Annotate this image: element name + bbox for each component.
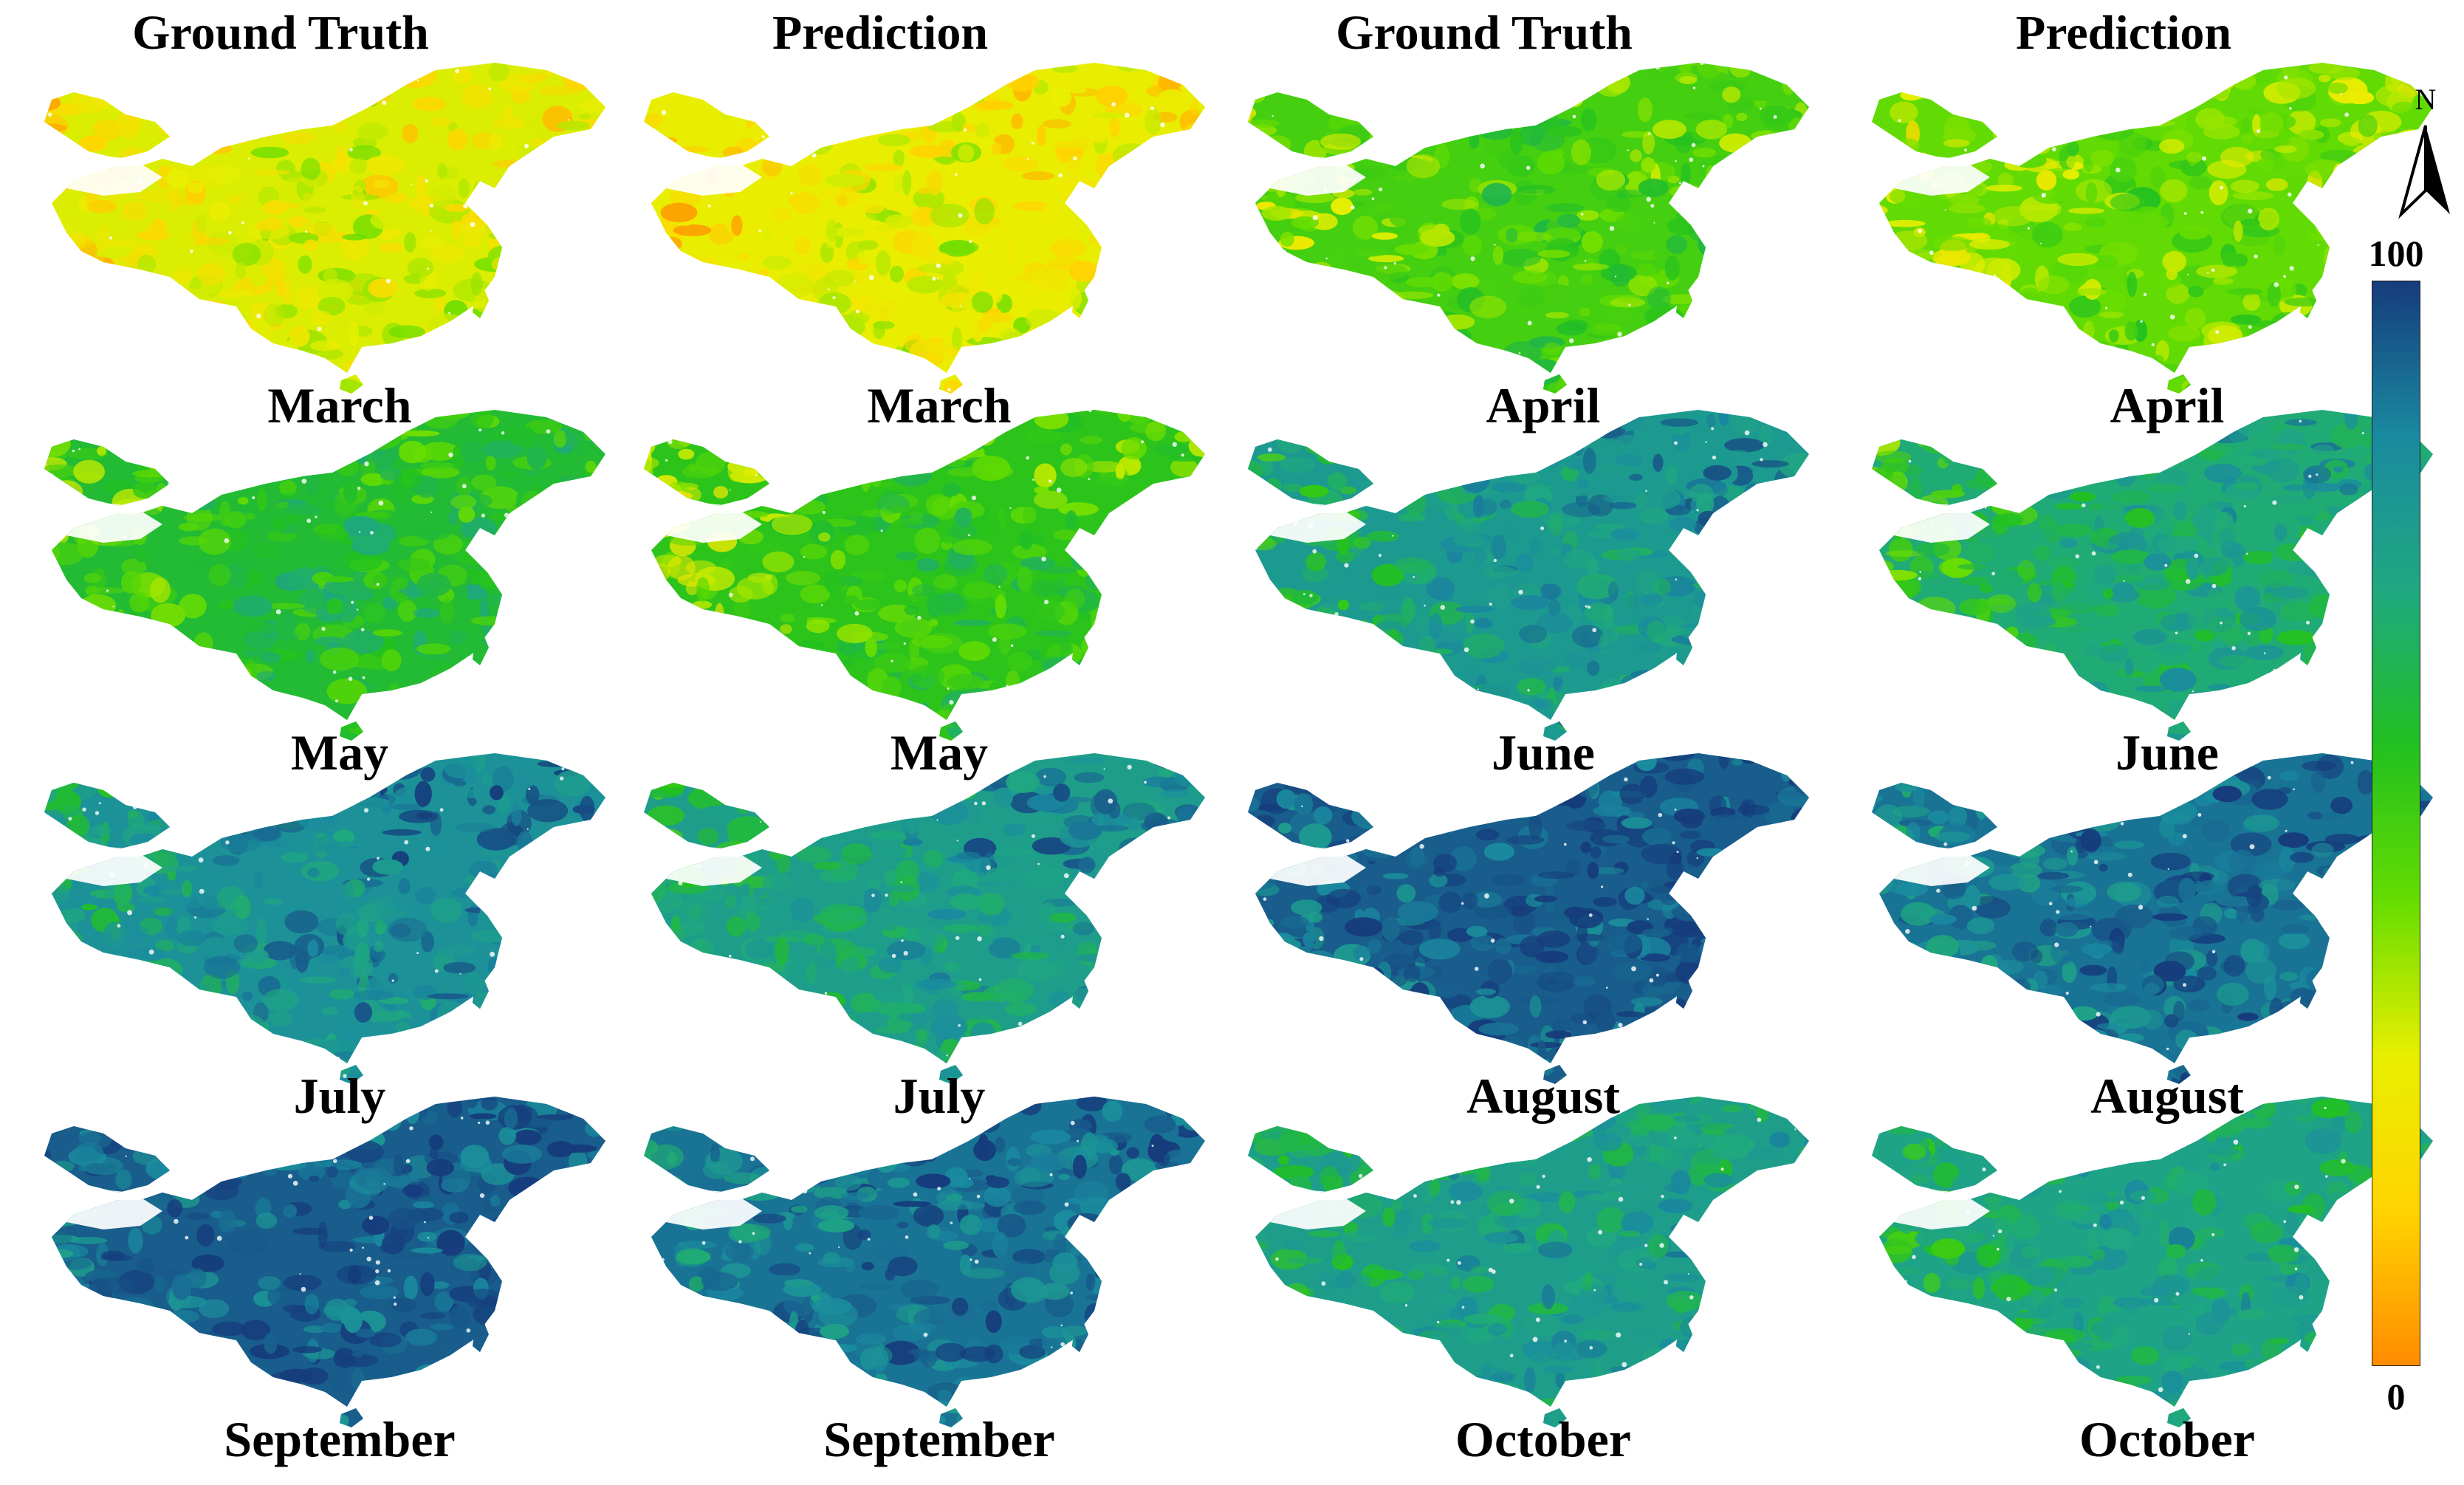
north-arrow-icon: N [2392, 80, 2459, 227]
map-fill [644, 63, 1205, 394]
map-panel [622, 746, 1227, 1091]
map-fill [1872, 753, 2433, 1084]
map-fill [1872, 410, 2433, 741]
colorbar-min-label: 0 [2386, 1376, 2406, 1417]
map-panel [1226, 746, 1831, 1091]
map-panel [1850, 55, 2455, 401]
col-header-4: Prediction [2015, 6, 2232, 60]
map-fill [1248, 1097, 1809, 1427]
map-fill [44, 63, 605, 394]
month-label: August [1466, 1068, 1620, 1124]
map-panel [1226, 1089, 1831, 1435]
month-label: March [867, 377, 1012, 433]
map-panel [1850, 746, 2455, 1091]
month-label: July [893, 1068, 986, 1124]
map-panel [22, 1089, 628, 1435]
map-panel [1226, 55, 1831, 401]
map-fill [1872, 63, 2433, 394]
map-panel [22, 55, 628, 401]
month-label: May [290, 724, 389, 781]
month-label: April [1486, 377, 1601, 433]
map-fill [644, 1097, 1205, 1427]
map-panel [1226, 402, 1831, 748]
map-fill [644, 753, 1205, 1084]
map-fill [1248, 410, 1809, 741]
col-header-2: Prediction [772, 6, 989, 60]
map-fill [1248, 753, 1809, 1084]
map-panel [622, 55, 1227, 401]
month-label: October [1455, 1411, 1631, 1467]
map-panel [622, 402, 1227, 748]
map-fill [44, 753, 605, 1084]
map-fill [644, 410, 1205, 741]
colorbar-max-label: 100 [2368, 233, 2424, 274]
month-label: July [293, 1068, 386, 1124]
month-label: June [1492, 724, 1595, 781]
colorbar [2372, 281, 2420, 1366]
map-fill [44, 410, 605, 741]
month-label: October [2079, 1411, 2255, 1467]
map-panel [1850, 402, 2455, 748]
map-fill [44, 1097, 605, 1427]
month-label: August [2090, 1068, 2244, 1124]
map-fill [1248, 63, 1809, 394]
col-header-3: Ground Truth [1336, 6, 1633, 60]
map-panel [22, 402, 628, 748]
month-label: April [2110, 377, 2225, 433]
month-label: March [267, 377, 412, 433]
month-label: September [224, 1411, 456, 1467]
map-fill [1872, 1097, 2433, 1427]
map-panel [622, 1089, 1227, 1435]
month-label: May [890, 724, 989, 781]
map-panel [22, 746, 628, 1091]
north-arrow-label: N [2415, 83, 2437, 116]
map-panel [1850, 1089, 2455, 1435]
col-header-1: Ground Truth [132, 6, 429, 60]
month-label: June [2115, 724, 2219, 781]
month-label: September [823, 1411, 1055, 1467]
